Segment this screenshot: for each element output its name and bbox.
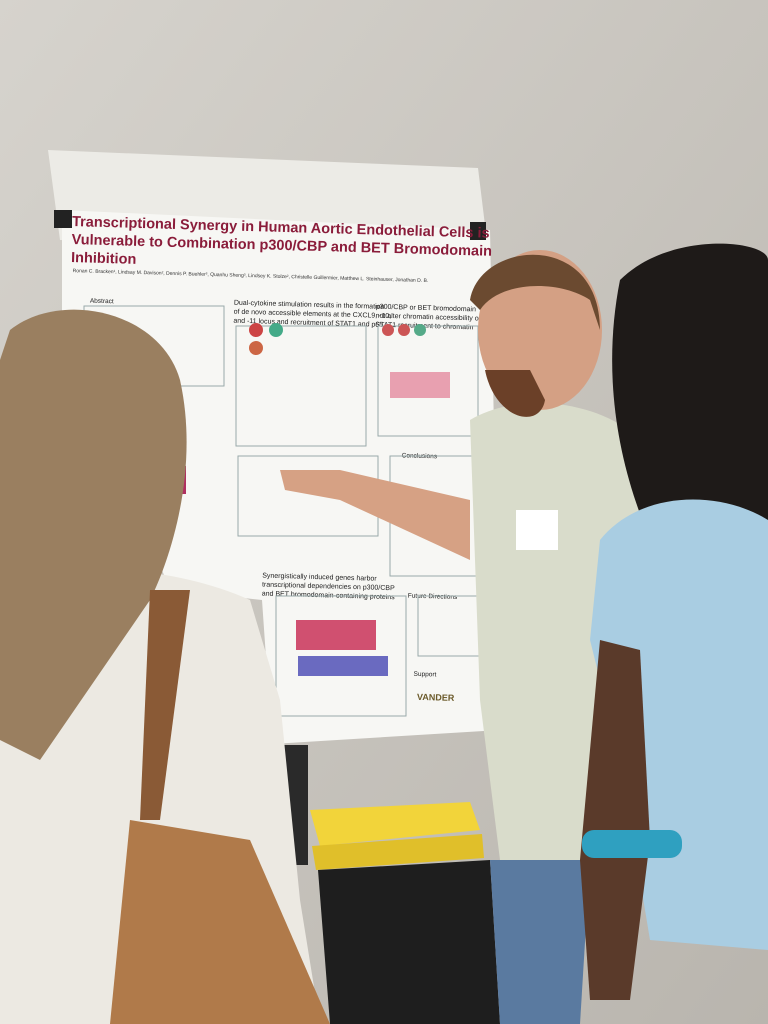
poster (62, 210, 500, 744)
section-heading: and -11 locus and recruitment of STAT1 a… (233, 318, 383, 329)
section-heading: of de novo accessible elements at the CX… (234, 309, 392, 320)
person-right-arm (580, 640, 650, 1000)
person-center-jeans (490, 860, 590, 1024)
scrunchie (582, 830, 682, 858)
section-heading: not alter chromatin accessibility or p (375, 313, 487, 323)
yellow-tray (312, 834, 484, 870)
section-heading: Abstract (90, 298, 114, 306)
section-heading: Synergistically induced genes harbor (262, 573, 377, 583)
bag-strap (140, 590, 190, 820)
bag (110, 820, 330, 1024)
logo: VANDER (417, 692, 455, 703)
name-tag (516, 510, 558, 550)
poster-title: Inhibition (71, 250, 137, 268)
section-heading: transcriptional dependencies on p300/CBP (262, 582, 395, 593)
section-heading: p300/CBP or BET bromodomain (376, 304, 476, 314)
crate (318, 860, 500, 1024)
section-heading: Support (413, 671, 436, 679)
person-center-arm (280, 470, 470, 560)
yellow-tray (310, 802, 480, 846)
person-center-beard (485, 370, 545, 417)
section-heading: Dual-cytokine stimulation results in the… (234, 300, 385, 311)
binder-clip (54, 210, 72, 228)
section-heading: Future Directions (408, 593, 458, 601)
binder-clip (470, 222, 486, 240)
person-center-hair (470, 254, 600, 330)
person-left-hair (0, 309, 187, 760)
